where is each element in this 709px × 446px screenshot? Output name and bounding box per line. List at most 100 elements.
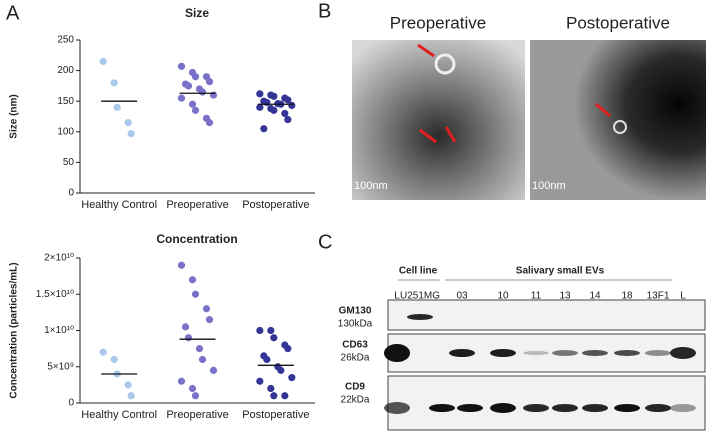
lane-label: 18 <box>621 291 633 302</box>
data-point <box>256 90 264 98</box>
y-tick-label: 200 <box>57 65 74 76</box>
lane-label: 10 <box>497 291 509 302</box>
band <box>523 351 549 355</box>
band <box>645 404 671 412</box>
data-point <box>188 276 197 284</box>
western-blot: L U251MG 03 10 11 13 14 18 13F1 LGM130130kDaCD632… <box>338 291 706 431</box>
lane-label: U251MG <box>400 291 440 302</box>
band <box>645 350 671 356</box>
data-point <box>184 82 193 90</box>
data-point <box>270 92 278 100</box>
band <box>449 349 475 357</box>
data-point <box>198 355 207 364</box>
data-point <box>184 334 193 342</box>
data-point <box>195 345 204 353</box>
band <box>552 350 578 356</box>
data-point <box>127 130 135 138</box>
data-point <box>256 377 264 385</box>
band <box>407 314 433 320</box>
data-point <box>202 305 211 313</box>
y-tick-label: 5×10⁹ <box>47 361 74 372</box>
image-title: Preoperative <box>390 13 486 32</box>
blot-strip <box>387 333 706 373</box>
y-tick-label: 100 <box>57 126 74 137</box>
data-point <box>177 62 186 70</box>
vesicle <box>613 120 627 134</box>
panel-label: A <box>6 2 20 24</box>
x-tick-label: Preoperative <box>166 199 228 211</box>
protein-label: CD9 <box>345 382 365 393</box>
data-point <box>181 323 190 331</box>
data-point <box>205 78 214 86</box>
data-point <box>281 109 289 118</box>
data-point <box>191 290 200 298</box>
data-point <box>124 119 132 127</box>
data-point <box>205 316 214 324</box>
band <box>670 347 696 359</box>
y-tick-label: 250 <box>57 35 74 46</box>
size-label: 26kDa <box>341 353 370 364</box>
y-tick-label: 0 <box>68 398 74 409</box>
band <box>670 404 696 412</box>
protein-label: CD63 <box>342 340 368 351</box>
data-point <box>260 125 268 133</box>
protein-label: GM130 <box>339 306 372 317</box>
data-point <box>99 348 107 356</box>
data-point <box>270 392 278 400</box>
y-tick-label: 1×10¹⁰ <box>44 325 74 336</box>
band <box>614 404 640 412</box>
data-point <box>177 94 186 102</box>
data-point <box>113 103 121 111</box>
lane-label: 13 <box>559 291 571 302</box>
y-tick-label: 150 <box>57 96 74 107</box>
band <box>582 404 608 412</box>
data-point <box>267 384 275 393</box>
data-point <box>191 73 200 81</box>
lane-label: L <box>680 291 686 302</box>
panel-label: C <box>318 231 332 253</box>
x-tick-label: Postoperative <box>242 409 309 421</box>
data-point <box>256 326 264 335</box>
x-tick-label: Healthy Control <box>81 409 157 421</box>
blot-strip <box>387 299 706 331</box>
arrows <box>417 43 611 144</box>
data-point <box>270 334 278 342</box>
data-point <box>284 96 292 104</box>
x-tick-label: Preoperative <box>166 409 228 421</box>
data-point <box>263 355 271 364</box>
data-point <box>99 57 107 66</box>
data-point <box>263 98 271 107</box>
band <box>490 403 516 413</box>
data-point <box>124 381 132 389</box>
data-point <box>127 392 135 400</box>
data-point <box>177 261 186 269</box>
band <box>490 349 516 357</box>
y-axis-label: Size (nm) <box>9 94 20 138</box>
chart-title: Concentration <box>156 232 237 246</box>
data-point <box>267 326 275 335</box>
image-title: Postoperative <box>566 13 670 32</box>
data-point <box>288 101 296 110</box>
data-point <box>205 119 214 127</box>
data-point <box>191 392 200 400</box>
band <box>523 404 549 412</box>
blot-header: Cell line <box>399 266 438 277</box>
data-point <box>277 366 285 374</box>
x-tick-label: Postoperative <box>242 199 309 211</box>
scale-bar: 100nm <box>532 180 566 192</box>
size-label: 130kDa <box>338 319 373 330</box>
data-point <box>188 384 197 393</box>
panel-label: B <box>318 0 331 22</box>
lane-label: 14 <box>589 291 601 302</box>
blot-header: Salivary small EVs <box>516 266 605 277</box>
data-point <box>284 115 292 124</box>
lane-label: 13F1 <box>647 291 670 302</box>
band <box>384 344 410 362</box>
band <box>429 404 455 412</box>
data-point <box>209 91 218 99</box>
data-point <box>284 345 292 353</box>
data-point <box>191 106 200 114</box>
band <box>582 350 608 356</box>
size-label: 22kDa <box>341 395 370 406</box>
